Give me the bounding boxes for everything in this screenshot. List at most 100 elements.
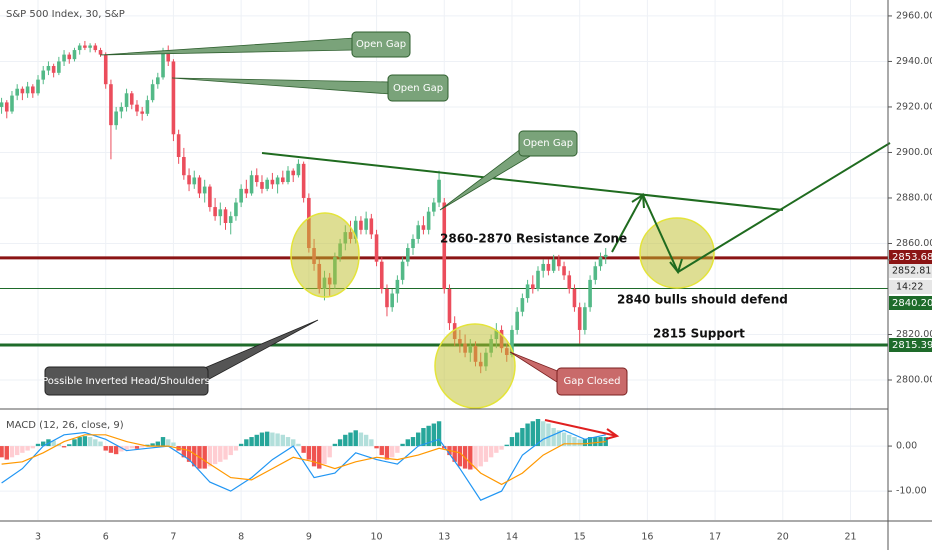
histogram-bar [259, 432, 265, 447]
histogram-bar [416, 432, 421, 447]
histogram-bar [51, 440, 56, 447]
candle-body [546, 263, 551, 271]
x-tick-label: 6 [103, 532, 109, 543]
highlight-ellipse [639, 217, 715, 289]
macd-line [1, 429, 606, 501]
histogram-bar [587, 437, 593, 447]
candle-body [562, 266, 566, 276]
histogram-bar [233, 446, 239, 451]
candle-body [531, 284, 535, 289]
histogram-bar [551, 428, 556, 447]
histogram-bar [358, 432, 364, 447]
macd-line [1, 434, 606, 486]
candle-body [265, 179, 269, 189]
arrow-head [605, 428, 620, 440]
candle-body [156, 77, 160, 85]
candle-body [239, 188, 243, 203]
candle-body [395, 279, 400, 294]
histogram-bar [150, 443, 155, 447]
y-tick-label: -10.00 [896, 486, 927, 497]
projection-path [611, 142, 891, 274]
candle-body [577, 307, 582, 330]
histogram-bar [452, 446, 457, 462]
histogram-bar [327, 446, 332, 458]
histogram-bar [124, 446, 129, 450]
candle-body [93, 45, 98, 51]
highlight-ellipse [434, 323, 516, 409]
divergence-arrow [544, 419, 618, 437]
histogram-bar [410, 437, 416, 447]
candle-body [598, 257, 603, 267]
candle-body [515, 311, 519, 330]
callout-box [44, 366, 209, 396]
candle-body [572, 288, 577, 308]
annotation: Gap Closed [564, 376, 621, 387]
candle-body [187, 175, 191, 185]
candle-body [234, 202, 238, 217]
x-tick-label: 20 [777, 532, 789, 543]
histogram-bar [603, 437, 608, 447]
histogram-bar [145, 444, 150, 447]
candle-body [176, 134, 181, 158]
histogram-bar [436, 421, 442, 447]
histogram-bar [275, 433, 280, 447]
x-tick-label: 9 [306, 532, 312, 543]
histogram-bar [546, 423, 551, 447]
annotation: 2815 Support [653, 327, 745, 341]
histogram-bar [426, 425, 431, 447]
histogram-bar [473, 446, 478, 469]
countdown-box [889, 280, 932, 294]
histogram-bar [530, 421, 535, 447]
price-level-box [889, 338, 932, 352]
histogram-bar [384, 446, 390, 460]
candle-body [432, 202, 436, 212]
histogram-bar [160, 437, 166, 447]
candle-body [275, 177, 280, 185]
histogram-bar [249, 437, 254, 447]
candle-body [379, 261, 384, 289]
candle-body [166, 52, 171, 62]
candle-body [171, 61, 176, 135]
y-tick-label: 2940.00 [896, 56, 932, 67]
candle-body [567, 275, 572, 289]
x-tick-label: 13 [438, 532, 450, 543]
candle-body [520, 298, 525, 312]
histogram-bar [218, 446, 223, 462]
candle-body [536, 270, 540, 289]
y-tick-label: 2860.00 [896, 238, 932, 249]
candle-body [353, 220, 358, 239]
histogram-bar [82, 436, 88, 447]
histogram-bar [77, 437, 82, 447]
price-level-label: 2815.39 [892, 340, 932, 351]
histogram-bar [119, 446, 124, 452]
x-tick-label: 17 [709, 532, 721, 543]
histogram-bar [468, 446, 473, 470]
histogram-bar [311, 446, 317, 467]
histogram-bar [421, 428, 426, 447]
histogram-bar [67, 444, 72, 447]
histogram-bar [113, 446, 119, 455]
callout-box [387, 74, 449, 102]
trend-line [261, 152, 784, 211]
candle-body [88, 45, 92, 48]
histogram-bar [431, 423, 437, 447]
histogram-bar [363, 434, 369, 447]
histogram-bar [567, 434, 572, 447]
histogram-bar [504, 444, 509, 447]
candle-body [281, 177, 285, 183]
candle-body [114, 111, 118, 126]
histogram-bar [499, 446, 504, 450]
histogram-bar [186, 446, 192, 462]
histogram-bar [223, 446, 228, 460]
candle-body [593, 266, 598, 280]
callout-box [556, 367, 628, 396]
histogram-bar [4, 446, 9, 460]
histogram-bar [207, 446, 213, 467]
candle-body [270, 179, 275, 185]
histogram-bar [171, 442, 176, 447]
histogram-bar [374, 446, 379, 449]
histogram-bar [139, 446, 145, 448]
candle-body [103, 54, 108, 85]
annotation: 2840 bulls should defend [617, 293, 788, 307]
histogram-bar [72, 439, 77, 447]
